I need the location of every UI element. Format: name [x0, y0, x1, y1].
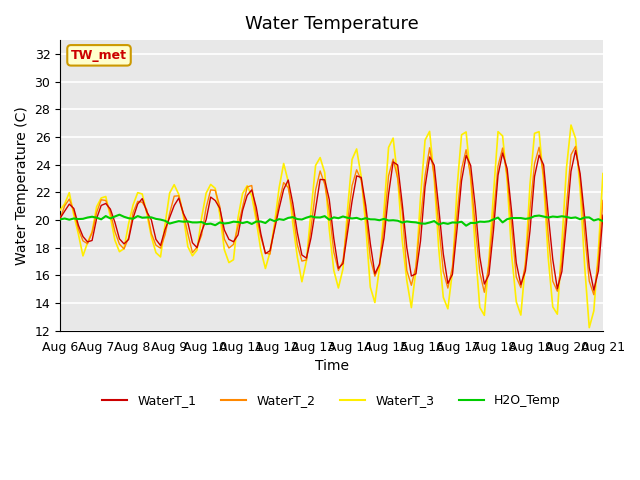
WaterT_1: [572, 147, 579, 153]
Line: WaterT_3: WaterT_3: [60, 125, 603, 328]
Title: Water Temperature: Water Temperature: [244, 15, 419, 33]
WaterT_3: [567, 122, 575, 128]
WaterT_2: [56, 216, 64, 221]
WaterT_3: [485, 257, 493, 263]
H2O_Temp: [116, 212, 124, 217]
WaterT_1: [430, 162, 438, 168]
Legend: WaterT_1, WaterT_2, WaterT_3, H2O_Temp: WaterT_1, WaterT_2, WaterT_3, H2O_Temp: [97, 389, 566, 412]
WaterT_2: [357, 177, 365, 183]
WaterT_3: [202, 190, 210, 196]
WaterT_2: [586, 278, 593, 284]
Line: WaterT_1: WaterT_1: [60, 150, 603, 290]
WaterT_3: [590, 308, 598, 314]
WaterT_1: [202, 217, 210, 223]
WaterT_3: [599, 171, 607, 177]
H2O_Temp: [207, 221, 214, 227]
Line: H2O_Temp: H2O_Temp: [60, 215, 603, 226]
WaterT_2: [572, 144, 579, 149]
WaterT_3: [430, 175, 438, 181]
Line: WaterT_2: WaterT_2: [60, 146, 603, 295]
WaterT_1: [170, 203, 178, 208]
WaterT_2: [590, 292, 598, 298]
WaterT_1: [56, 216, 64, 221]
WaterT_3: [357, 174, 365, 180]
WaterT_3: [56, 207, 64, 213]
WaterT_2: [202, 205, 210, 211]
H2O_Temp: [435, 222, 443, 228]
H2O_Temp: [590, 217, 598, 223]
WaterT_2: [430, 172, 438, 178]
WaterT_2: [599, 198, 607, 204]
Text: TW_met: TW_met: [71, 49, 127, 62]
H2O_Temp: [175, 218, 182, 224]
WaterT_1: [357, 175, 365, 180]
WaterT_1: [599, 212, 607, 218]
H2O_Temp: [494, 215, 502, 220]
WaterT_1: [590, 287, 598, 293]
WaterT_2: [170, 193, 178, 199]
WaterT_3: [586, 325, 593, 331]
WaterT_2: [485, 262, 493, 268]
H2O_Temp: [362, 216, 369, 221]
WaterT_1: [485, 272, 493, 277]
X-axis label: Time: Time: [314, 359, 349, 373]
H2O_Temp: [462, 223, 470, 228]
H2O_Temp: [599, 218, 607, 224]
H2O_Temp: [56, 216, 64, 222]
WaterT_3: [170, 182, 178, 188]
WaterT_1: [586, 265, 593, 271]
Y-axis label: Water Temperature (C): Water Temperature (C): [15, 106, 29, 265]
